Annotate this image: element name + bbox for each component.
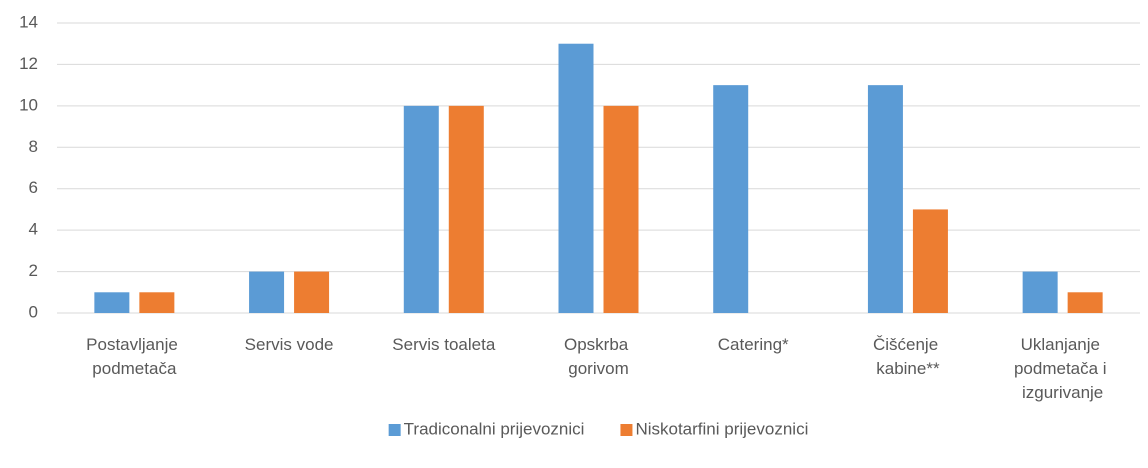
legend-swatch [388,424,401,436]
y-tick-label: 12 [19,54,38,73]
bar [1022,271,1058,313]
bar [603,105,639,313]
bar [1067,292,1103,313]
x-tick-label: Postavljanje podmetača [86,335,182,378]
bar [139,292,175,313]
y-tick-label: 6 [29,178,38,197]
legend-swatch [620,424,633,436]
y-tick-label: 8 [29,137,38,156]
bar [558,43,594,313]
x-tick-label: Opskrba gorivom [564,335,633,378]
bar [403,105,439,313]
x-tick-label: Uklanjanje podmetača i izgurivanje [1014,335,1111,402]
bar [867,85,903,314]
x-tick-label: Servis toaleta [392,335,496,354]
y-tick-label: 0 [29,302,38,321]
bar [713,85,749,314]
legend: Tradiconalni prijevoznici Niskotarfini pr… [388,419,808,438]
bar [912,209,948,313]
x-tick-label: Catering* [718,335,789,354]
bar [94,292,130,313]
bar [448,105,484,313]
y-tick-label: 10 [19,95,38,114]
legend-label: Niskotarfini prijevoznici [635,419,808,438]
bar [294,271,330,313]
y-tick-label: 14 [19,12,38,31]
bar [249,271,285,313]
x-tick-label: Čišćenje kabine** [873,335,943,378]
legend-label: Tradiconalni prijevoznici [404,419,585,438]
y-tick-label: 4 [29,220,38,239]
y-tick-label: 2 [29,261,38,280]
x-tick-label: Servis vode [245,335,334,354]
